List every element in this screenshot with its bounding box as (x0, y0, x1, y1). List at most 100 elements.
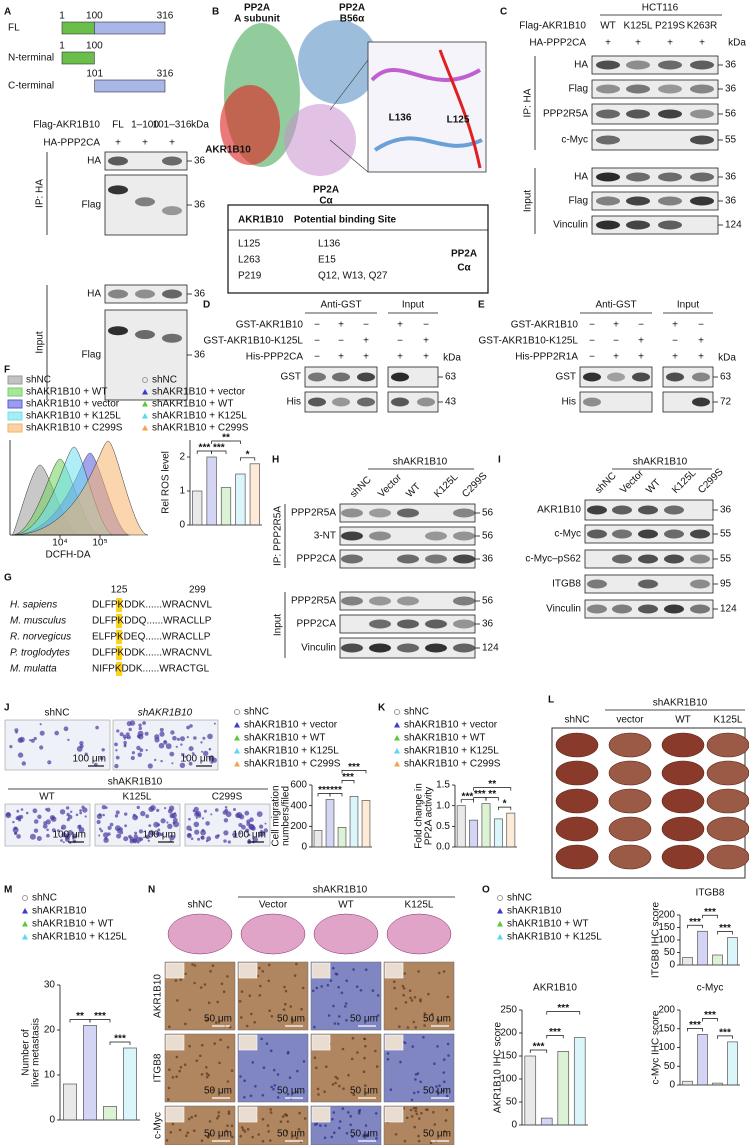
scale-label: 50 μm (350, 1014, 378, 1025)
nucleus (191, 963, 194, 966)
nucleus (358, 1112, 361, 1115)
band (690, 604, 710, 614)
nucleus (445, 1094, 449, 1098)
cell (145, 749, 148, 752)
nucleus (389, 1088, 393, 1091)
cell (156, 808, 160, 813)
nucleus (443, 1130, 446, 1133)
legend-marker (234, 709, 240, 715)
legend-swatch (7, 399, 23, 409)
band (453, 643, 475, 653)
cell (12, 820, 15, 824)
cell (159, 731, 165, 737)
nucleus (203, 983, 207, 986)
y-tick-label: 250 (500, 1005, 517, 1016)
panel-letter: E (478, 300, 485, 311)
y-tick-label: 400 (290, 800, 307, 811)
panel-letter: H (272, 455, 279, 466)
nucleus (261, 1117, 265, 1121)
table-header: AKR1B10 (238, 215, 284, 226)
thumbnail (311, 1034, 331, 1051)
nucleus (444, 1119, 448, 1122)
cell (138, 829, 143, 834)
treatment-sign: + (613, 320, 619, 331)
cell (247, 833, 251, 837)
cell (59, 809, 66, 815)
treatment-sign: − (672, 336, 678, 347)
construct-name: C-terminal (8, 81, 54, 92)
cell (184, 755, 187, 758)
nucleus (165, 1139, 169, 1142)
legend-label: shAKR1B10 + K125L (404, 746, 499, 757)
nucleus (261, 1139, 265, 1143)
y-tick-label: 1 (179, 486, 185, 497)
band (357, 372, 375, 382)
cell (140, 810, 146, 817)
cell (169, 813, 175, 819)
legend-marker (234, 722, 240, 728)
cell (101, 748, 105, 752)
band (341, 554, 363, 564)
kda-label: 124 (725, 220, 742, 231)
y-tick-label: 150 (658, 1023, 675, 1034)
cell (138, 723, 142, 727)
nucleus (435, 1085, 438, 1088)
nucleus (227, 1112, 231, 1115)
band (162, 333, 182, 343)
nucleus (414, 1109, 418, 1113)
cell (5, 812, 12, 819)
thumbnail (384, 1034, 404, 1051)
band (162, 289, 182, 299)
cell (129, 839, 134, 844)
nucleus (412, 1020, 416, 1024)
legend-swatch (7, 411, 23, 421)
cell (147, 763, 153, 769)
cell (238, 823, 243, 827)
chart-title: ITGB8 (696, 888, 725, 899)
legend-marker (394, 748, 400, 754)
treatment-sign: + (672, 352, 678, 363)
band (658, 84, 682, 94)
nucleus (319, 1124, 322, 1127)
nucleus (327, 1014, 331, 1017)
row-label: ITGB8 (153, 1053, 164, 1082)
cell (20, 808, 24, 811)
row-label: Vinculin (553, 220, 588, 231)
cell (107, 825, 112, 831)
row-label: HA (87, 289, 101, 300)
cell (148, 830, 155, 836)
legend-swatch (7, 387, 23, 397)
nucleus (279, 1120, 283, 1123)
legend-label: shAKR1B10 + WT (244, 733, 325, 744)
nucleus (409, 996, 412, 1000)
cell (16, 834, 21, 839)
nucleus (184, 972, 187, 976)
y-tick-label: 150 (500, 1051, 517, 1062)
lane-label: FL (112, 120, 124, 131)
nucleus (418, 1117, 421, 1120)
legend-label: shAKR1B10 + C299S (26, 423, 123, 434)
structure-label: A subunit (234, 14, 280, 25)
legend-label: shAKR1B10 + K125L (26, 411, 121, 422)
nucleus (219, 1038, 222, 1041)
nucleus (347, 1111, 350, 1114)
nucleus (265, 1042, 269, 1045)
cell (193, 821, 200, 828)
bar (697, 930, 708, 966)
nucleus (246, 1128, 250, 1131)
nucleus (425, 1108, 428, 1111)
band (626, 84, 650, 94)
legend-label: shAKR1B10 + WT (26, 387, 107, 398)
image-label: C299S (212, 792, 243, 803)
treatment-sign: + (698, 336, 704, 347)
scale-label: 100 μm (72, 754, 106, 765)
row-label: ITGB8 (552, 579, 581, 590)
nucleus (415, 1112, 419, 1116)
significance-label: *** (533, 1042, 545, 1053)
nucleus (215, 1021, 218, 1024)
band (391, 372, 409, 382)
kda-label: 36 (720, 505, 732, 516)
band (612, 604, 632, 614)
nucleus (338, 1126, 341, 1130)
significance-label: ** (76, 1011, 84, 1022)
